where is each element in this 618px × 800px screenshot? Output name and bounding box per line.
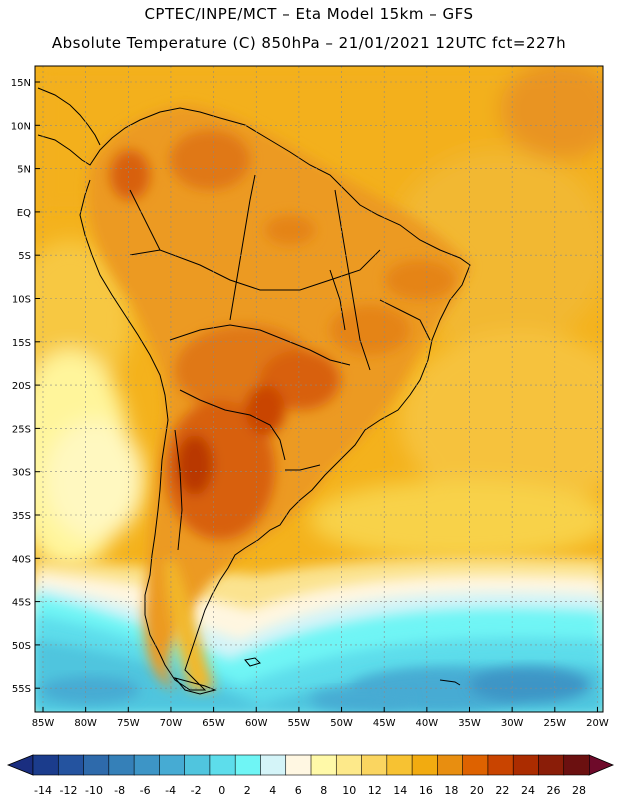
colorbar-swatch (209, 754, 236, 776)
lon-label: 70W (160, 718, 183, 729)
lon-label: 30W (501, 718, 524, 729)
chart-title-line2: Absolute Temperature (C) 850hPa – 21/01/… (51, 34, 567, 52)
colorbar-label: 4 (269, 784, 276, 797)
colorbar-label: -2 (191, 784, 202, 797)
colorbar-label: 12 (368, 784, 382, 797)
longitude-labels: 85W 80W 75W 70W 65W 60W 55W 50W 45W 40W 35W 30W 25W 2… (32, 707, 609, 729)
colorbar-swatch (159, 754, 186, 776)
lat-label: 35S (12, 511, 31, 522)
lat-label: 55S (12, 684, 31, 695)
lat-label: EQ (17, 208, 31, 219)
temperature-field (35, 66, 603, 712)
colorbar-label: 2 (244, 784, 251, 797)
colorbar-swatch (487, 754, 514, 776)
lat-label: 50S (12, 641, 31, 652)
colorbar-label: -6 (140, 784, 151, 797)
lon-label: 85W (32, 718, 55, 729)
colorbar-swatch (462, 754, 489, 776)
lat-label: 20S (12, 381, 31, 392)
colorbar-label: 8 (320, 784, 327, 797)
colorbar-swatch (83, 754, 110, 776)
colorbar-label: 6 (295, 784, 302, 797)
colorbar-label: 26 (547, 784, 561, 797)
colorbar-swatch (361, 754, 388, 776)
lat-label: 40S (12, 554, 31, 565)
lat-label: 15S (12, 338, 31, 349)
lat-label: 25S (12, 424, 31, 435)
lon-label: 55W (288, 718, 311, 729)
colorbar-label: 16 (419, 784, 433, 797)
colorbar-label: -4 (165, 784, 176, 797)
lon-label: 75W (117, 718, 140, 729)
colorbar: -14 -12 -10 -8 -6 -4 -2 0 2 4 6 8 10 12 14 16 18 20 22 24 26… (6, 754, 615, 797)
colorbar-swatch (386, 754, 413, 776)
colorbar-label: -8 (114, 784, 125, 797)
colorbar-over-arrow (588, 754, 615, 776)
coastline (37, 87, 471, 695)
lon-label: 35W (458, 718, 481, 729)
lon-label: 20W (586, 718, 609, 729)
lon-label: 65W (202, 718, 225, 729)
lat-label: 15N (11, 78, 31, 89)
colorbar-label: 22 (495, 784, 509, 797)
colorbar-label: -14 (34, 784, 52, 797)
colorbar-label: 24 (521, 784, 535, 797)
lat-label: 30S (12, 468, 31, 479)
colorbar-swatch (285, 754, 312, 776)
colorbar-swatch (260, 754, 287, 776)
lon-label: 50W (330, 718, 353, 729)
lon-label: 80W (74, 718, 97, 729)
colorbar-swatch (57, 754, 85, 776)
colorbar-label: 20 (470, 784, 484, 797)
colorbar-swatch (335, 754, 363, 776)
colorbar-swatch (512, 754, 540, 776)
lat-label: 10N (11, 121, 31, 132)
lon-label: 40W (416, 718, 439, 729)
colorbar-label: -10 (85, 784, 103, 797)
lat-label: 5N (17, 165, 31, 176)
colorbar-swatch (563, 754, 590, 776)
colorbar-swatch (437, 754, 464, 776)
colorbar-swatch (184, 754, 211, 776)
colorbar-label: 10 (342, 784, 356, 797)
colorbar-label: 28 (572, 784, 586, 797)
colorbar-label: 0 (218, 784, 225, 797)
colorbar-under-arrow (6, 754, 34, 776)
colorbar-swatch (32, 754, 59, 776)
colorbar-label: 14 (393, 784, 407, 797)
latitude-labels: 15N 10N 5N EQ 5S 10S 15S 20S 25S 30S 35S 40S 45S 50S 5… (11, 78, 40, 695)
lon-label: 25W (543, 718, 566, 729)
colorbar-swatch (538, 754, 565, 776)
map-frame (34, 65, 604, 713)
colorbar-label: 18 (444, 784, 458, 797)
lat-label: 45S (12, 598, 31, 609)
chart-title-line1: CPTEC/INPE/MCT – Eta Model 15km – GFS (144, 5, 474, 23)
lon-label: 45W (373, 718, 396, 729)
colorbar-swatch (133, 754, 160, 776)
colorbar-swatch (108, 754, 135, 776)
lat-label: 5S (18, 251, 31, 262)
colorbar-label: -12 (60, 784, 78, 797)
colorbar-swatch (234, 754, 262, 776)
colorbar-swatch (411, 754, 438, 776)
colorbar-swatch (310, 754, 337, 776)
lon-label: 60W (245, 718, 268, 729)
lat-label: 10S (12, 295, 31, 306)
